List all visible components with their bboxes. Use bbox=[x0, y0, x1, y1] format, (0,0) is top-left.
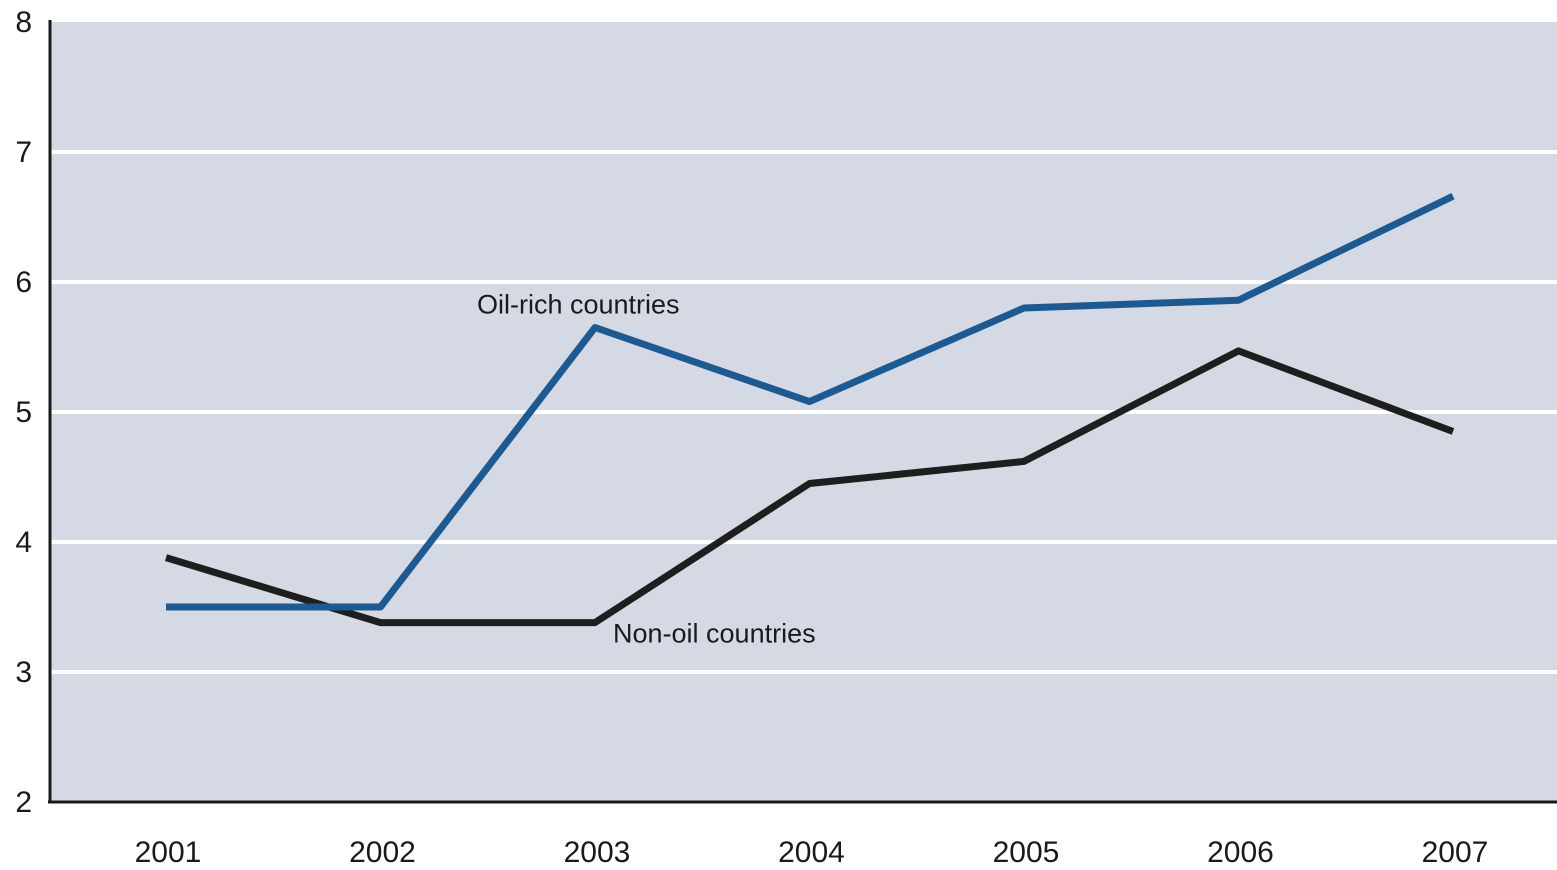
series-label-oil-rich: Oil-rich countries bbox=[477, 290, 680, 320]
series-lines bbox=[164, 193, 1455, 627]
y-tick-label: 8 bbox=[15, 6, 32, 39]
y-tick-label: 2 bbox=[15, 786, 32, 819]
y-tick-label: 5 bbox=[15, 396, 32, 429]
x-tick-label: 2006 bbox=[1207, 836, 1274, 869]
x-tick-label: 2005 bbox=[993, 836, 1060, 869]
x-tick-label: 2003 bbox=[564, 836, 631, 869]
x-tick-label: 2007 bbox=[1422, 836, 1489, 869]
x-axis-tick-labels: 2001 2002 2003 2004 2005 2006 2007 bbox=[135, 836, 1489, 869]
series-labels: Oil-rich countries Non-oil countries bbox=[477, 290, 816, 649]
x-tick-label: 2004 bbox=[778, 836, 845, 869]
x-tick-label: 2002 bbox=[349, 836, 416, 869]
y-tick-label: 6 bbox=[15, 266, 32, 299]
y-tick-label: 7 bbox=[15, 136, 32, 169]
series-line-non-oil bbox=[164, 347, 1455, 627]
x-tick-label: 2001 bbox=[135, 836, 202, 869]
y-tick-label: 4 bbox=[15, 526, 32, 559]
gridlines bbox=[50, 150, 1557, 674]
series-label-non-oil: Non-oil countries bbox=[613, 619, 816, 649]
y-axis-tick-labels: 2 3 4 5 6 7 8 bbox=[15, 6, 32, 819]
y-tick-label: 3 bbox=[15, 656, 32, 689]
series-line-oil-rich bbox=[166, 193, 1455, 611]
